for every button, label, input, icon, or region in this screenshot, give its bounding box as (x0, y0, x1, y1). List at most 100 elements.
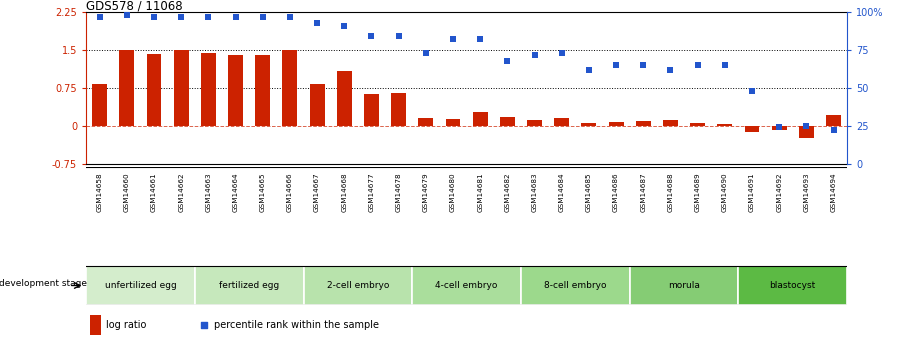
Bar (826, 115, 841, 126)
Point (419, 50, 433, 56)
Bar (718, 125, 732, 126)
Bar (738, 266, 847, 305)
Text: GSM14686: GSM14686 (613, 172, 619, 212)
Point (527, 52, 542, 57)
Bar (92, 85, 107, 126)
Bar (663, 120, 678, 126)
Point (446, 37, 460, 42)
Bar (630, 266, 738, 305)
Point (799, 123, 814, 129)
Bar (690, 124, 705, 126)
Text: GSM14666: GSM14666 (287, 172, 293, 212)
Point (609, 62, 623, 68)
Bar (745, 126, 759, 132)
Point (554, 50, 569, 56)
Point (582, 67, 596, 72)
Text: blastocyst: blastocyst (769, 281, 816, 290)
Point (283, 14, 297, 19)
Point (772, 125, 786, 130)
Bar (527, 120, 542, 126)
Text: GSM14677: GSM14677 (369, 172, 374, 212)
Text: GSM14681: GSM14681 (477, 172, 483, 212)
Point (745, 88, 759, 94)
Point (826, 128, 841, 133)
Text: GSM14660: GSM14660 (124, 172, 130, 212)
Text: GSM14690: GSM14690 (722, 172, 728, 212)
Point (364, 33, 379, 39)
Text: GSM14683: GSM14683 (532, 172, 537, 212)
Bar (304, 266, 412, 305)
Text: morula: morula (668, 281, 700, 290)
Text: GDS578 / 11068: GDS578 / 11068 (86, 0, 183, 12)
Bar (521, 266, 630, 305)
Point (337, 23, 352, 29)
Bar (582, 123, 596, 126)
Bar (412, 266, 521, 305)
Text: GSM14687: GSM14687 (641, 172, 646, 212)
Text: 4-cell embryo: 4-cell embryo (436, 281, 497, 290)
Bar (195, 266, 304, 305)
Text: GSM14694: GSM14694 (831, 172, 836, 212)
Text: fertilized egg: fertilized egg (219, 281, 279, 290)
Point (690, 62, 705, 68)
Bar (90, 315, 101, 335)
Bar (772, 126, 786, 130)
Text: GSM14684: GSM14684 (559, 172, 564, 212)
Point (120, 12, 134, 18)
Text: GSM14679: GSM14679 (423, 172, 429, 212)
Text: GSM14693: GSM14693 (804, 172, 809, 212)
Text: 2-cell embryo: 2-cell embryo (327, 281, 389, 290)
Text: GSM14668: GSM14668 (342, 172, 347, 212)
Point (197, 322, 211, 328)
Text: 8-cell embryo: 8-cell embryo (545, 281, 606, 290)
Bar (201, 53, 216, 126)
Bar (609, 122, 623, 126)
Bar (799, 126, 814, 138)
Bar (419, 118, 433, 126)
Bar (310, 85, 324, 126)
Text: GSM14689: GSM14689 (695, 172, 700, 212)
Point (718, 62, 732, 68)
Bar (86, 266, 195, 305)
Point (255, 14, 270, 19)
Point (174, 14, 188, 19)
Point (228, 14, 243, 19)
Text: log ratio: log ratio (106, 320, 146, 330)
Bar (255, 55, 270, 126)
Bar (174, 50, 188, 126)
Bar (391, 93, 406, 126)
Point (147, 14, 161, 19)
Bar (147, 54, 161, 126)
Bar (337, 71, 352, 126)
Point (500, 58, 515, 63)
Point (201, 14, 216, 19)
Text: GSM14692: GSM14692 (776, 172, 782, 212)
Text: percentile rank within the sample: percentile rank within the sample (214, 320, 379, 330)
Bar (120, 50, 134, 126)
Bar (228, 55, 243, 126)
Text: GSM14682: GSM14682 (505, 172, 510, 212)
Bar (554, 118, 569, 126)
Text: GSM14663: GSM14663 (206, 172, 211, 212)
Text: unfertilized egg: unfertilized egg (104, 281, 177, 290)
Text: GSM14661: GSM14661 (151, 172, 157, 212)
Text: GSM14667: GSM14667 (314, 172, 320, 212)
Point (92, 14, 107, 19)
Point (473, 37, 487, 42)
Point (636, 62, 651, 68)
Text: GSM14658: GSM14658 (97, 172, 102, 212)
Text: GSM14685: GSM14685 (586, 172, 592, 212)
Text: GSM14680: GSM14680 (450, 172, 456, 212)
Point (663, 67, 678, 72)
Point (391, 33, 406, 39)
Bar (283, 50, 297, 126)
Bar (446, 119, 460, 126)
Bar (636, 121, 651, 126)
Text: GSM14688: GSM14688 (668, 172, 673, 212)
Bar (500, 117, 515, 126)
Text: GSM14678: GSM14678 (396, 172, 401, 212)
Text: GSM14665: GSM14665 (260, 172, 265, 212)
Point (310, 20, 324, 26)
Bar (364, 93, 379, 126)
Text: development stage: development stage (0, 279, 87, 288)
